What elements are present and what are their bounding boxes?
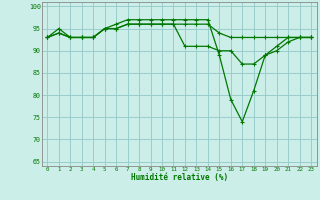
X-axis label: Humidité relative (%): Humidité relative (%)	[131, 173, 228, 182]
